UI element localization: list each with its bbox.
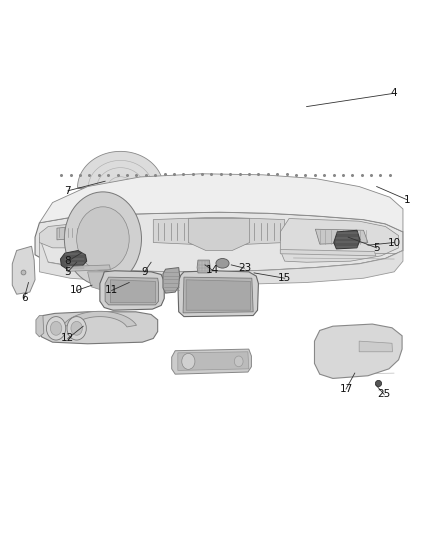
Text: 15: 15 (278, 273, 291, 283)
Circle shape (234, 356, 243, 367)
Polygon shape (100, 271, 164, 310)
Text: 11: 11 (105, 286, 118, 295)
Text: 1: 1 (404, 195, 411, 205)
Polygon shape (315, 229, 368, 244)
Polygon shape (60, 251, 87, 270)
Polygon shape (57, 225, 92, 240)
Circle shape (77, 207, 129, 271)
Circle shape (50, 321, 62, 335)
Polygon shape (178, 352, 249, 370)
Circle shape (67, 317, 86, 340)
Text: 4: 4 (391, 88, 398, 98)
Ellipse shape (216, 259, 229, 268)
Polygon shape (105, 277, 159, 305)
Polygon shape (39, 312, 158, 344)
Polygon shape (39, 237, 403, 284)
Polygon shape (280, 249, 376, 256)
Text: 12: 12 (61, 334, 74, 343)
Polygon shape (172, 349, 251, 374)
Polygon shape (68, 265, 110, 271)
Polygon shape (110, 280, 155, 303)
Polygon shape (186, 280, 251, 310)
Polygon shape (280, 219, 399, 262)
Text: 7: 7 (64, 186, 71, 196)
Circle shape (71, 321, 82, 335)
Polygon shape (183, 277, 253, 313)
Text: 23: 23 (238, 263, 251, 273)
Polygon shape (334, 230, 360, 249)
Polygon shape (359, 341, 392, 352)
Circle shape (46, 317, 66, 340)
Polygon shape (88, 272, 118, 290)
Text: 10: 10 (70, 286, 83, 295)
Circle shape (182, 353, 195, 369)
Text: 9: 9 (141, 267, 148, 277)
Text: 10: 10 (388, 238, 401, 247)
Polygon shape (314, 324, 402, 378)
Circle shape (64, 192, 141, 286)
Polygon shape (12, 246, 35, 294)
Text: 6: 6 (21, 294, 28, 303)
Polygon shape (39, 174, 403, 232)
Polygon shape (35, 212, 403, 272)
Polygon shape (63, 311, 137, 327)
Polygon shape (39, 220, 131, 248)
Text: 8: 8 (64, 256, 71, 266)
Polygon shape (163, 268, 180, 293)
Text: 17: 17 (339, 384, 353, 394)
Polygon shape (188, 219, 250, 251)
Polygon shape (78, 151, 163, 188)
Text: 14: 14 (206, 265, 219, 275)
Text: 5: 5 (64, 267, 71, 277)
Polygon shape (36, 316, 44, 337)
Text: 25: 25 (378, 390, 391, 399)
Polygon shape (153, 217, 285, 245)
Text: 5: 5 (373, 243, 380, 253)
Polygon shape (197, 260, 210, 273)
Polygon shape (178, 271, 258, 317)
